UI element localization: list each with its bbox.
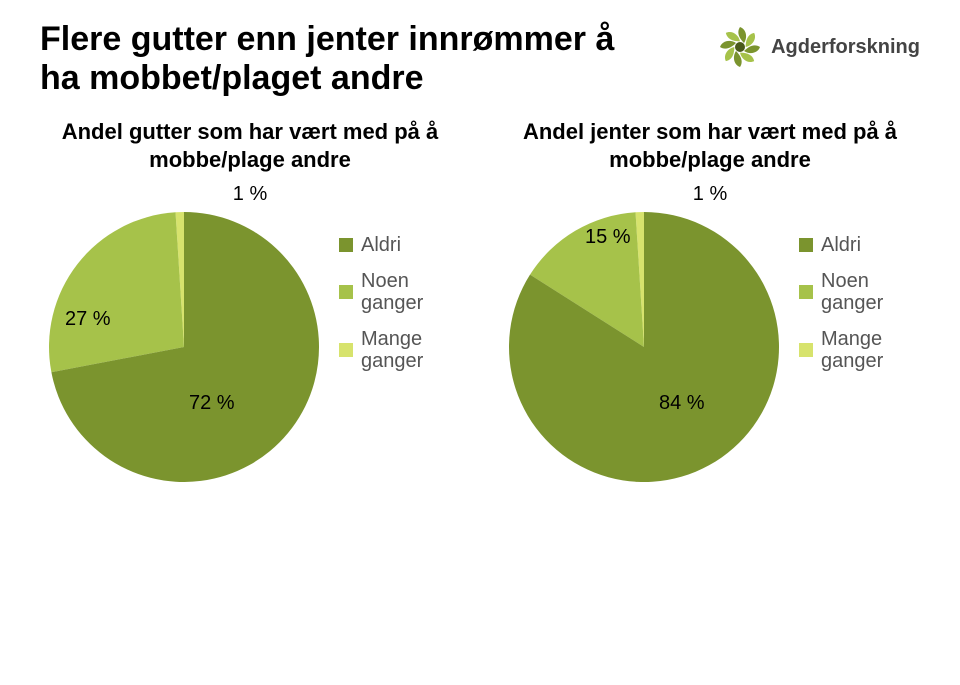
logo-mark-icon	[717, 24, 763, 70]
chart2-legend: Aldri Noen ganger Mange ganger	[799, 220, 911, 386]
legend-label: Noen ganger	[821, 270, 911, 314]
legend-label: Mange ganger	[821, 328, 911, 372]
chart1-pie: 27 % 72 %	[49, 212, 319, 482]
legend-item: Noen ganger	[799, 270, 911, 314]
chart1-subtitle: Andel gutter som har vært med på å mobbe…	[40, 118, 460, 173]
legend-item: Noen ganger	[339, 270, 451, 314]
charts-row: Andel gutter som har vært med på å mobbe…	[40, 118, 920, 482]
swatch-icon	[799, 285, 813, 299]
chart1-top-label: 1 %	[233, 183, 267, 206]
chart2-label-secondary: 15 %	[585, 226, 631, 249]
swatch-icon	[799, 238, 813, 252]
legend-label: Mange ganger	[361, 328, 451, 372]
legend-item: Aldri	[799, 234, 911, 256]
chart1-label-main: 72 %	[189, 392, 235, 415]
legend-label: Aldri	[821, 234, 861, 256]
chart-jenter: Andel jenter som har vært med på å mobbe…	[500, 118, 920, 482]
chart2-label-main: 84 %	[659, 392, 705, 415]
chart2-pie: 15 % 84 %	[509, 212, 779, 482]
swatch-icon	[799, 343, 813, 357]
chart1-label-secondary: 27 %	[65, 308, 111, 331]
brand-logo: Agderforskning	[717, 24, 920, 70]
swatch-icon	[339, 238, 353, 252]
swatch-icon	[339, 343, 353, 357]
chart2-top-label: 1 %	[693, 183, 727, 206]
chart-gutter: Andel gutter som har vært med på å mobbe…	[40, 118, 460, 482]
legend-item: Mange ganger	[339, 328, 451, 372]
legend-item: Mange ganger	[799, 328, 911, 372]
legend-item: Aldri	[339, 234, 451, 256]
legend-label: Noen ganger	[361, 270, 451, 314]
page-title: Flere gutter enn jenter innrømmer å ha m…	[40, 20, 640, 98]
legend-label: Aldri	[361, 234, 401, 256]
brand-name: Agderforskning	[771, 36, 920, 59]
chart2-subtitle: Andel jenter som har vært med på å mobbe…	[500, 118, 920, 173]
chart1-legend: Aldri Noen ganger Mange ganger	[339, 220, 451, 386]
swatch-icon	[339, 285, 353, 299]
